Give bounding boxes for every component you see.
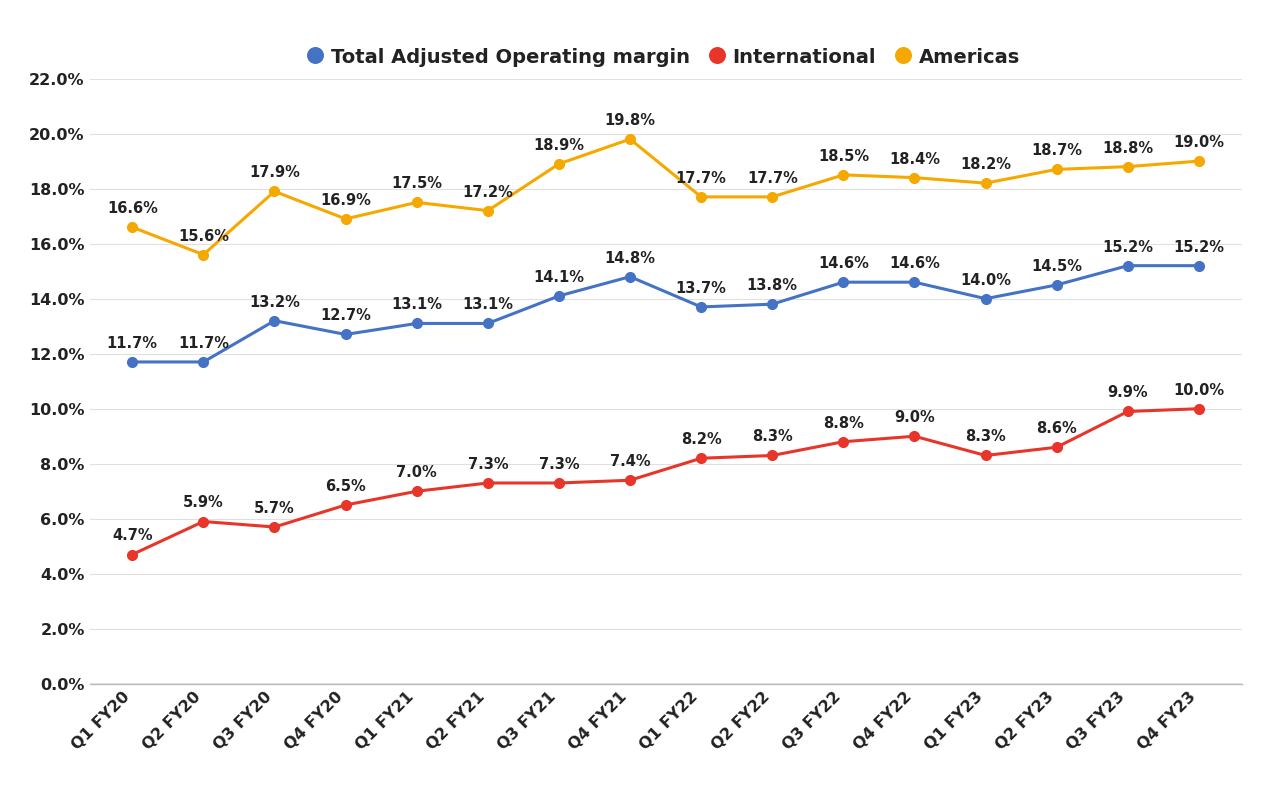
Text: 7.0%: 7.0%	[397, 465, 436, 480]
Text: 17.7%: 17.7%	[746, 171, 797, 185]
Text: 13.7%: 13.7%	[676, 281, 727, 296]
Text: 18.8%: 18.8%	[1102, 141, 1153, 156]
Text: 15.2%: 15.2%	[1174, 240, 1225, 255]
Text: 14.5%: 14.5%	[1032, 259, 1082, 274]
Text: 4.7%: 4.7%	[111, 528, 152, 543]
Legend: Total Adjusted Operating margin, International, Americas: Total Adjusted Operating margin, Interna…	[303, 40, 1028, 75]
Text: 5.7%: 5.7%	[255, 501, 294, 516]
Text: 8.2%: 8.2%	[681, 432, 722, 447]
Text: 17.9%: 17.9%	[250, 165, 300, 180]
Text: 7.4%: 7.4%	[609, 454, 650, 469]
Text: 18.5%: 18.5%	[818, 149, 869, 163]
Text: 11.7%: 11.7%	[106, 336, 157, 351]
Text: 15.6%: 15.6%	[178, 229, 229, 244]
Text: 16.9%: 16.9%	[320, 193, 371, 208]
Text: 13.1%: 13.1%	[462, 297, 513, 312]
Text: 9.0%: 9.0%	[895, 410, 934, 425]
Text: 5.9%: 5.9%	[183, 495, 224, 510]
Text: 18.9%: 18.9%	[534, 138, 585, 152]
Text: 17.5%: 17.5%	[392, 176, 442, 191]
Text: 17.2%: 17.2%	[462, 185, 513, 200]
Text: 16.6%: 16.6%	[106, 201, 157, 216]
Text: 13.1%: 13.1%	[392, 297, 442, 312]
Text: 14.6%: 14.6%	[818, 256, 869, 271]
Text: 15.2%: 15.2%	[1102, 240, 1153, 255]
Text: 9.9%: 9.9%	[1107, 385, 1148, 400]
Text: 14.0%: 14.0%	[960, 273, 1011, 288]
Text: 19.0%: 19.0%	[1174, 135, 1225, 150]
Text: 14.1%: 14.1%	[534, 270, 585, 285]
Text: 10.0%: 10.0%	[1174, 383, 1225, 398]
Text: 11.7%: 11.7%	[178, 336, 229, 351]
Text: 8.6%: 8.6%	[1037, 421, 1076, 436]
Text: 14.6%: 14.6%	[890, 256, 940, 271]
Text: 13.8%: 13.8%	[746, 278, 797, 293]
Text: 14.8%: 14.8%	[604, 251, 655, 266]
Text: 18.7%: 18.7%	[1032, 143, 1082, 158]
Text: 7.3%: 7.3%	[467, 457, 508, 472]
Text: 18.2%: 18.2%	[960, 157, 1011, 172]
Text: 17.7%: 17.7%	[676, 171, 727, 185]
Text: 18.4%: 18.4%	[890, 152, 940, 167]
Text: 12.7%: 12.7%	[320, 308, 371, 323]
Text: 8.3%: 8.3%	[751, 429, 792, 444]
Text: 8.8%: 8.8%	[823, 416, 864, 431]
Text: 13.2%: 13.2%	[250, 295, 300, 310]
Text: 7.3%: 7.3%	[539, 457, 580, 472]
Text: 8.3%: 8.3%	[965, 429, 1006, 444]
Text: 6.5%: 6.5%	[325, 479, 366, 494]
Text: 19.8%: 19.8%	[604, 113, 655, 128]
